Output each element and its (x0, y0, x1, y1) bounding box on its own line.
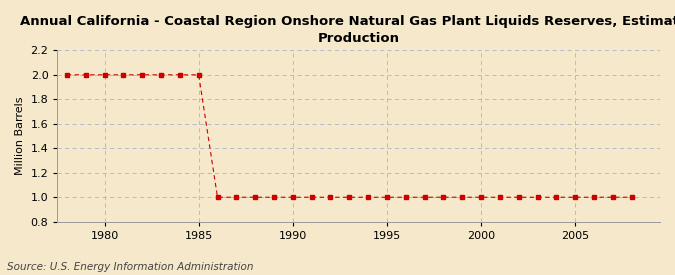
Y-axis label: Million Barrels: Million Barrels (15, 97, 25, 175)
Title: Annual California - Coastal Region Onshore Natural Gas Plant Liquids Reserves, E: Annual California - Coastal Region Onsho… (20, 15, 675, 45)
Text: Source: U.S. Energy Information Administration: Source: U.S. Energy Information Administ… (7, 262, 253, 272)
